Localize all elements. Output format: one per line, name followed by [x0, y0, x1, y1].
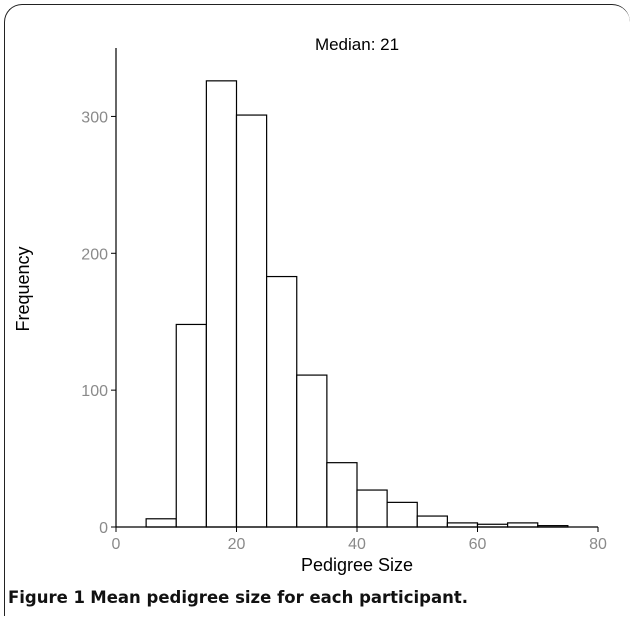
histogram-bar — [175, 323, 207, 528]
histogram-bar — [235, 114, 268, 528]
caption-label: Figure 1 — [8, 588, 86, 607]
x-tick-label: 0 — [112, 536, 121, 553]
histogram-bar — [446, 522, 479, 528]
histogram-bar — [507, 522, 539, 528]
y-tick-label: 200 — [81, 246, 108, 263]
histogram-bar — [205, 80, 238, 528]
histogram-bar — [266, 275, 298, 528]
y-axis-label: Frequency — [13, 246, 33, 331]
x-axis-ticks: 0 20 40 60 80 — [112, 527, 607, 553]
figure-caption: Figure 1 Mean pedigree size for each par… — [8, 588, 468, 607]
x-axis-label: Pedigree Size — [301, 555, 413, 575]
x-tick-label: 20 — [228, 536, 246, 553]
histogram-bar — [386, 501, 418, 528]
x-tick-label: 80 — [589, 536, 607, 553]
figure-frame — [4, 4, 630, 616]
y-tick-label: 300 — [81, 109, 108, 126]
histogram-bar — [326, 462, 358, 528]
x-tick-label: 60 — [469, 536, 487, 553]
x-tick-label: 40 — [348, 536, 366, 553]
histogram-bar — [416, 515, 448, 528]
histogram-bar — [145, 518, 177, 528]
chart-title: Median: 21 — [315, 35, 399, 54]
caption-text: Mean pedigree size for each participant. — [90, 588, 468, 607]
histogram-bar — [356, 489, 388, 528]
y-tick-label: 0 — [99, 520, 108, 537]
y-tick-label: 100 — [81, 383, 108, 400]
histogram-bar — [296, 374, 328, 528]
y-axis-ticks: 0 100 200 300 — [81, 109, 116, 537]
histogram-bars — [145, 80, 569, 528]
